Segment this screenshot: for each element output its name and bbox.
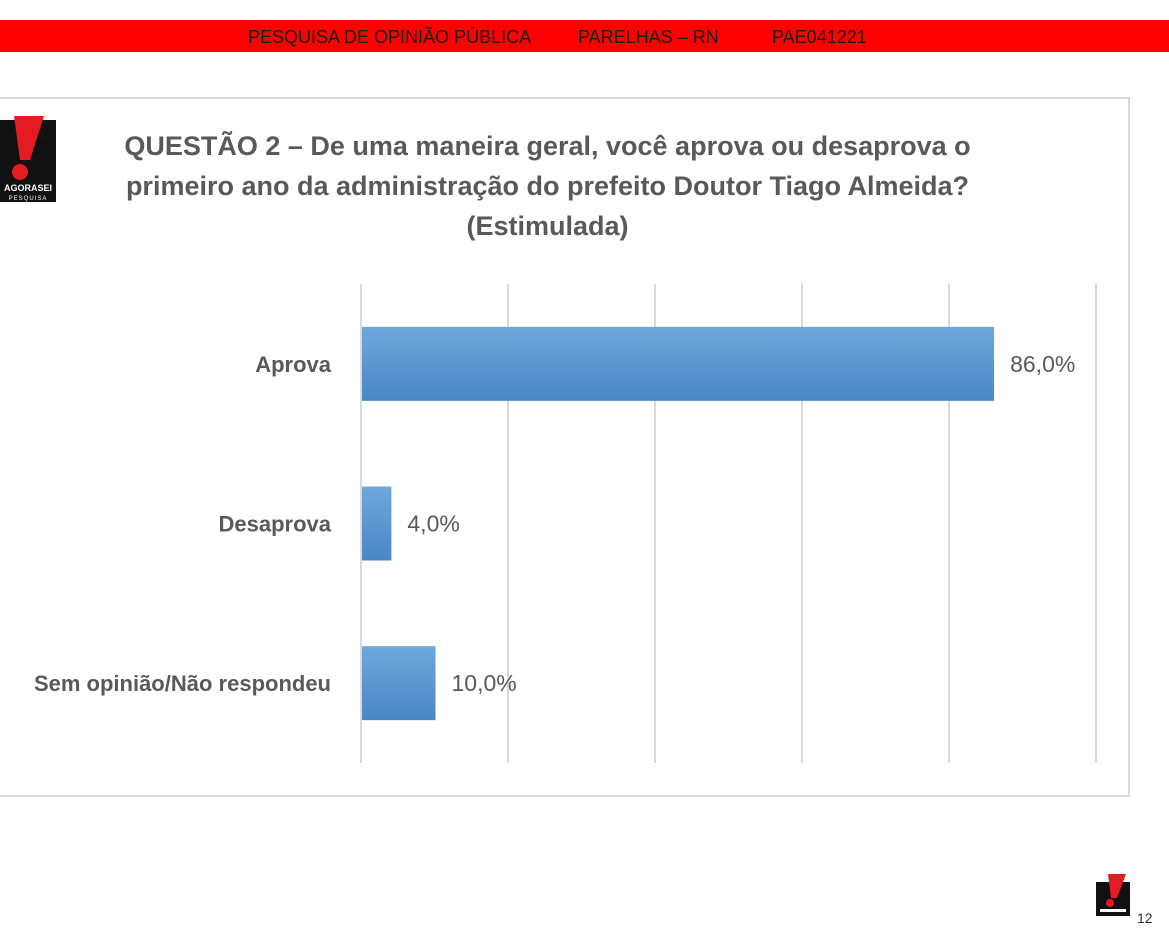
footer-logo — [1096, 874, 1130, 916]
bar-1 — [362, 486, 392, 561]
bar-2 — [362, 646, 436, 721]
chart-title-line-2: primeiro ano da administração do prefeit… — [125, 171, 970, 201]
chart-title-line-3: (Estimulada) — [466, 211, 629, 241]
logo-text-top: AGORASEI — [4, 183, 52, 193]
chart-title-line-1: QUESTÃO 2 – De uma maneira geral, você a… — [124, 131, 971, 161]
bar-0 — [362, 326, 995, 401]
chart-title: QUESTÃO 2 – De uma maneira geral, você a… — [95, 126, 1000, 246]
chart-frame — [0, 97, 1130, 797]
agorasei-logo: AGORASEI PESQUISA — [0, 116, 56, 202]
survey-code: PAE041221 — [772, 27, 867, 47]
category-label-2: Sem opinião/Não respondeu — [34, 671, 331, 696]
survey-label: PESQUISA DE OPINIÃO PÚBLICA — [248, 27, 532, 47]
logo-text-bottom: PESQUISA — [9, 196, 48, 202]
value-label-0: 86,0% — [1010, 351, 1075, 377]
category-label-0: Aprova — [255, 352, 332, 377]
value-label-1: 4,0% — [407, 511, 459, 537]
location-label: PARELHAS – RN — [578, 27, 719, 47]
page-number: 12 — [1137, 910, 1153, 926]
category-label-1: Desaprova — [218, 512, 331, 537]
value-label-2: 10,0% — [452, 670, 517, 696]
header-bar: PESQUISA DE OPINIÃO PÚBLICA PARELHAS – R… — [0, 20, 1169, 52]
